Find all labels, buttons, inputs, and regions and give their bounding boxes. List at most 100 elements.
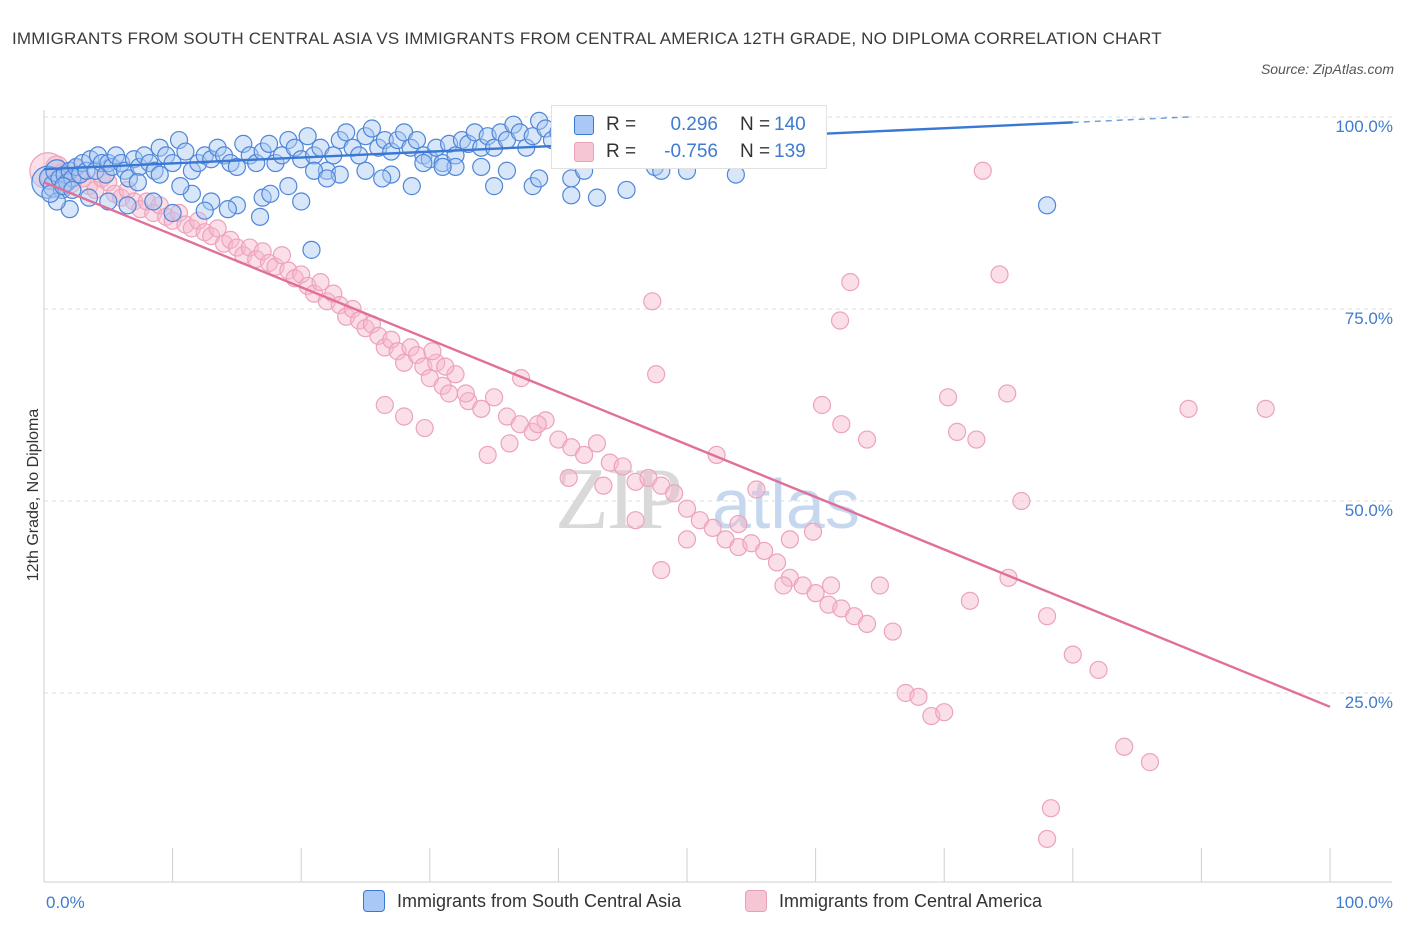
point-south-central-asia: [176, 142, 195, 161]
point-central-america: [272, 246, 292, 265]
point-central-america: [935, 703, 954, 722]
point-south-central-asia: [171, 177, 190, 196]
point-south-central-asia: [218, 200, 237, 219]
point-central-america: [830, 311, 850, 330]
point-central-america: [729, 514, 748, 534]
legend-swatch-blue: [574, 115, 594, 135]
point-central-america: [575, 445, 594, 465]
point-central-america: [253, 242, 272, 261]
point-south-central-asia: [163, 203, 182, 223]
point-central-america: [1063, 645, 1082, 664]
tick-labels: 25.0% 50.0% 75.0% 100.0% 0.0% 100.0%: [46, 117, 1393, 912]
point-central-america: [812, 395, 832, 415]
legend-n-value: 139: [774, 141, 806, 162]
point-central-america: [909, 687, 928, 706]
point-central-america: [643, 292, 662, 311]
point-south-central-asia: [337, 123, 356, 142]
point-central-america: [311, 273, 330, 292]
point-central-america: [500, 434, 519, 453]
point-central-america: [767, 553, 787, 572]
point-central-america: [587, 434, 607, 453]
point-south-central-asia: [317, 169, 337, 188]
point-south-central-asia: [587, 188, 607, 207]
point-south-central-asia: [356, 161, 375, 180]
point-south-central-asia: [144, 192, 163, 211]
point-central-america: [647, 365, 666, 384]
legend-row-central-america: R = -0.756 N = 139: [574, 140, 806, 164]
point-south-central-asia: [497, 161, 517, 180]
point-south-central-asia: [446, 157, 465, 177]
point-central-america: [652, 561, 671, 580]
y-axis-label: 12th Grade, No Diploma: [25, 409, 42, 582]
point-south-central-asia: [375, 130, 394, 150]
legend-n-label: N =: [740, 114, 771, 135]
point-south-central-asia: [118, 196, 137, 215]
point-central-america: [780, 530, 799, 549]
point-south-central-asia: [227, 157, 246, 177]
series-central-america-points: [29, 152, 1275, 849]
point-central-america: [806, 584, 825, 603]
series-south-central-asia-points: [31, 111, 1057, 259]
point-south-central-asia: [202, 192, 221, 211]
point-central-america: [613, 457, 632, 476]
point-south-central-asia: [402, 177, 421, 196]
point-central-america: [803, 522, 823, 541]
point-central-america: [883, 622, 902, 641]
point-central-america: [870, 576, 890, 595]
point-south-central-asia: [128, 173, 147, 192]
point-south-central-asia: [617, 180, 636, 200]
point-south-central-asia: [373, 169, 392, 188]
legend-row-south-central-asia: R = 0.296 N = 140: [574, 113, 806, 137]
y-tick-label: 50.0%: [1345, 501, 1393, 520]
y-tick-label: 75.0%: [1345, 309, 1393, 328]
point-south-central-asia: [407, 130, 427, 150]
point-central-america: [832, 415, 851, 434]
point-central-america: [1041, 799, 1061, 818]
point-south-central-asia: [530, 169, 549, 188]
point-central-america: [998, 384, 1017, 403]
point-central-america: [189, 211, 208, 230]
watermark-zip: ZIP: [555, 451, 681, 548]
y-tick-label: 100.0%: [1335, 117, 1393, 136]
point-central-america: [208, 219, 227, 238]
point-south-central-asia: [259, 134, 279, 153]
point-central-america: [857, 614, 877, 633]
point-south-central-asia: [261, 184, 280, 203]
point-central-america: [559, 468, 578, 488]
point-south-central-asia: [195, 201, 214, 220]
point-central-america: [427, 353, 446, 372]
legend-item-central-america[interactable]: Immigrants from Central America: [745, 890, 1042, 912]
point-south-central-asia: [1037, 196, 1057, 215]
point-south-central-asia: [472, 157, 491, 177]
point-central-america: [938, 388, 958, 407]
point-south-central-asia: [150, 165, 169, 184]
point-central-america: [382, 330, 401, 349]
point-central-america: [990, 265, 1009, 284]
point-central-america: [436, 357, 455, 376]
legend-n-label: N =: [740, 141, 771, 162]
legend-n-value: 140: [774, 114, 806, 135]
point-south-central-asia: [382, 165, 401, 184]
point-central-america: [857, 430, 877, 449]
point-south-central-asia: [562, 186, 581, 205]
series-legend: Immigrants from South Central Asia Immig…: [0, 890, 1406, 914]
point-central-america: [1089, 660, 1108, 680]
point-south-central-asia: [485, 177, 504, 196]
point-central-america: [703, 518, 722, 537]
chart-title: IMMIGRANTS FROM SOUTH CENTRAL ASIA VS IM…: [12, 29, 1162, 48]
point-south-central-asia: [285, 138, 304, 157]
point-south-central-asia: [227, 196, 246, 215]
point-central-america: [1115, 737, 1134, 756]
point-central-america: [1140, 753, 1160, 772]
legend-item-south-central-asia[interactable]: Immigrants from South Central Asia: [363, 890, 681, 912]
point-south-central-asia: [298, 127, 317, 146]
point-south-central-asia: [169, 130, 189, 150]
point-central-america: [626, 511, 645, 530]
point-central-america: [1037, 607, 1057, 626]
point-central-america: [677, 530, 697, 549]
point-south-central-asia: [234, 134, 253, 153]
y-tick-label: 25.0%: [1345, 693, 1393, 712]
legend-r-value: -0.756: [664, 141, 718, 162]
legend-r-label: R =: [606, 114, 637, 135]
legend-item-label: Immigrants from Central America: [779, 890, 1043, 911]
